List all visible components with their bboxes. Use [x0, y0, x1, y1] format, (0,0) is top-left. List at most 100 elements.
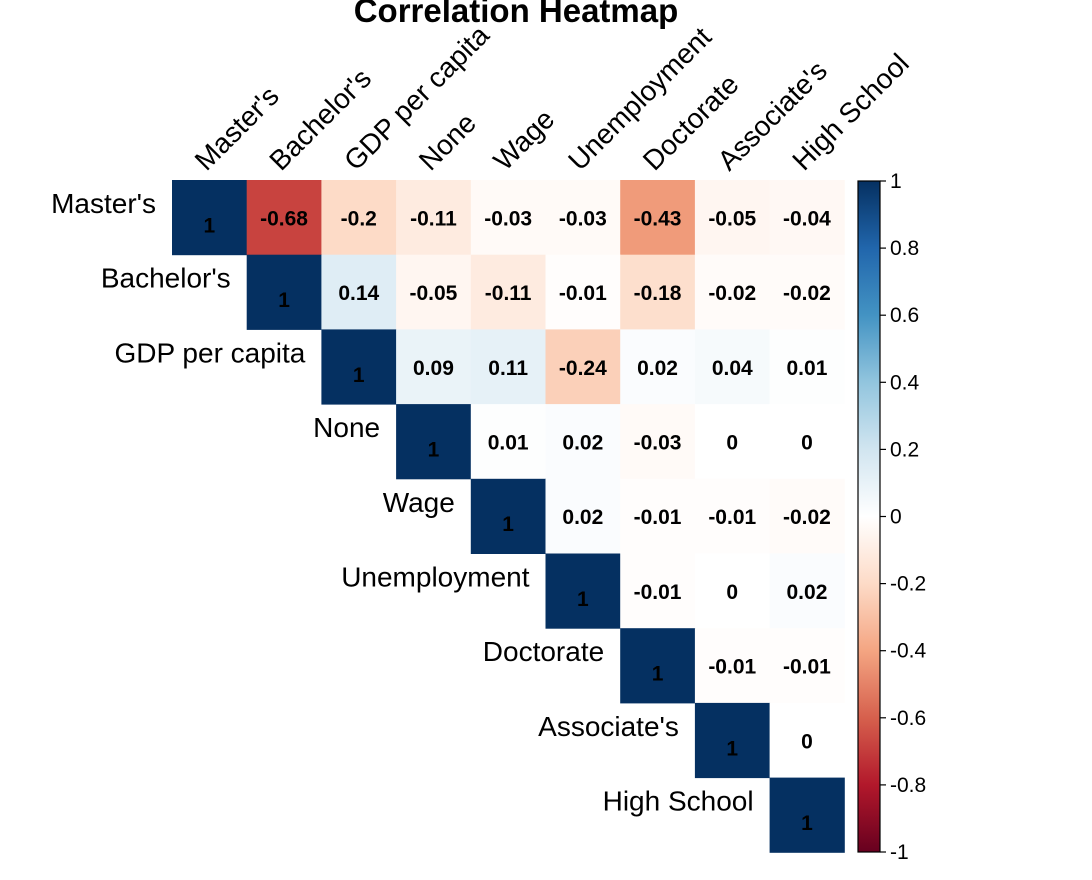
cell-value-label: -0.03: [634, 431, 682, 454]
heatmap-cell: [769, 553, 845, 629]
heatmap-cell: [172, 180, 248, 256]
colorbar-tick-label: -1: [890, 841, 909, 864]
cell-value-label: -0.01: [708, 656, 756, 679]
cell-value-label: -0.11: [410, 207, 457, 230]
heatmap-cell: [321, 329, 397, 405]
cell-value-label: 0.02: [562, 431, 603, 454]
heatmap-cell: [246, 254, 322, 330]
heatmap-cell: [545, 553, 621, 629]
row-label: Associate's: [538, 711, 679, 742]
cell-value-label: -0.04: [783, 207, 831, 230]
colorbar-tick-label: 0: [890, 506, 902, 529]
cell-value-label: 1: [726, 737, 738, 760]
heatmap-cell: [545, 329, 621, 405]
cell-value-label: -0.02: [783, 282, 831, 305]
cell-value-label: 0: [726, 431, 738, 454]
row-label: None: [313, 412, 380, 443]
row-label: Unemployment: [341, 562, 530, 593]
cell-value-label: 0.01: [787, 357, 828, 380]
heatmap-cell: [545, 404, 621, 480]
heatmap-cell: [321, 254, 397, 330]
cell-value-label: -0.43: [634, 207, 682, 230]
chart-title: Correlation Heatmap: [354, 0, 679, 29]
heatmap-cell: [769, 478, 845, 554]
row-label: Bachelor's: [101, 263, 231, 294]
heatmap-cell: [321, 180, 397, 256]
cell-value-label: 0.02: [787, 581, 828, 604]
cell-value-label: -0.2: [341, 207, 377, 230]
cell-value-label: 0.09: [413, 357, 454, 380]
heatmap-cell: [694, 628, 771, 704]
heatmap-cell: [470, 329, 546, 405]
cell-value-label: -0.03: [484, 207, 532, 230]
heatmap-cell: [620, 180, 696, 256]
cell-value-label: -0.01: [783, 656, 831, 679]
cell-value-label: -0.05: [410, 282, 458, 305]
cell-value-label: 0.14: [338, 282, 379, 305]
colorbar-gradient: [857, 180, 881, 853]
column-label: Wage: [487, 103, 560, 176]
colorbar-tick-label: -0.6: [890, 707, 926, 730]
cell-value-label: 0: [726, 581, 738, 604]
row-label: High School: [603, 786, 754, 817]
cell-value-label: 0.02: [562, 506, 603, 529]
heatmap-cell: [620, 478, 696, 554]
heatmap-cell: [545, 254, 621, 330]
cell-value-label: 0.01: [488, 431, 529, 454]
heatmap-cell: [396, 180, 472, 256]
heatmap-cell: [694, 404, 771, 480]
cell-value-label: -0.03: [559, 207, 607, 230]
heatmap-cell: [694, 478, 771, 554]
cell-value-label: 1: [801, 812, 813, 835]
heatmap-cell: [396, 329, 472, 405]
colorbar-tick-label: 0.2: [890, 438, 919, 461]
heatmap-cell: [545, 478, 621, 554]
heatmap-cell: [620, 404, 696, 480]
heatmap-cell: [769, 329, 845, 405]
colorbar-tick-label: -0.8: [890, 774, 926, 797]
heatmap-cell: [470, 404, 546, 480]
cell-value-label: -0.05: [708, 207, 756, 230]
colorbar-tick-label: 0.4: [890, 371, 920, 394]
cell-value-label: 1: [502, 513, 514, 536]
row-label: Master's: [51, 188, 156, 219]
colorbar-tick-label: 0.8: [890, 237, 919, 260]
heatmap-cell: [620, 553, 696, 629]
cell-value-label: -0.68: [260, 207, 308, 230]
cell-value-label: 1: [353, 364, 365, 387]
heatmap-cell: [769, 628, 845, 704]
heatmap-cell: [246, 180, 322, 256]
heatmap-cell: [396, 254, 472, 330]
heatmap-cell: [620, 329, 696, 405]
heatmap-cell: [620, 628, 696, 704]
heatmap-cell: [694, 254, 771, 330]
cell-value-label: -0.01: [559, 282, 607, 305]
heatmap-cell: [545, 180, 621, 256]
cell-value-label: 0.02: [637, 357, 678, 380]
colorbar-tick-label: 1: [890, 170, 902, 193]
heatmap-cell: [694, 180, 771, 256]
heatmap-cell: [694, 329, 771, 405]
heatmap-cell: [769, 702, 845, 779]
colorbar: 1 0.8 0.6 0.4 0.2 0 -0.2 -0.4 -0.6 -0.8 -1: [857, 170, 927, 864]
cell-value-label: 1: [652, 663, 664, 686]
row-label: Doctorate: [483, 636, 604, 667]
cell-value-label: 1: [577, 588, 589, 611]
cell-value-label: -0.01: [634, 506, 682, 529]
cell-value-label: -0.11: [485, 282, 532, 305]
heatmap-cell: [769, 777, 845, 853]
colorbar-tick-label: 0.6: [890, 304, 919, 327]
heatmap-cell: [396, 404, 472, 480]
heatmap-cell: [470, 254, 546, 330]
cell-value-label: 0: [801, 431, 813, 454]
cell-value-label: 0: [801, 730, 813, 753]
cell-value-label: -0.01: [634, 581, 682, 604]
heatmap-cell: [470, 478, 546, 554]
heatmap-cell: [769, 404, 845, 480]
heatmap-cell: [620, 254, 696, 330]
cell-value-label: -0.01: [708, 506, 756, 529]
heatmap-cells: 1 -0.68 -0.2 -0.11 -0.03 -0.03 -0.43 -0.05 -0.04…: [172, 180, 845, 853]
column-label: None: [413, 107, 482, 176]
cell-value-label: -0.18: [634, 282, 682, 305]
